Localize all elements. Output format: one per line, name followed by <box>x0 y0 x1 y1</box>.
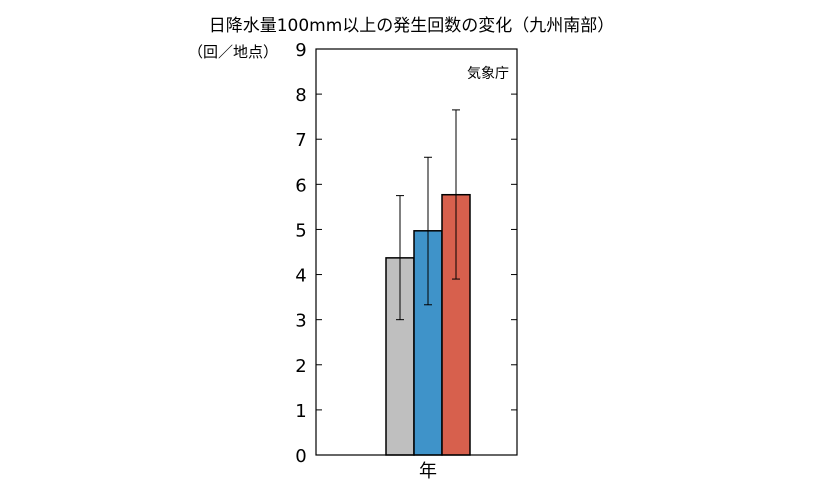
y-axis-unit-label: （回／地点） <box>188 43 279 61</box>
x-category-label: 年 <box>419 461 437 482</box>
y-tick-label: 2 <box>295 356 306 377</box>
y-tick-label: 1 <box>295 401 306 422</box>
y-tick-label: 7 <box>295 130 306 151</box>
chart-title: 日降水量100mm以上の発生回数の変化（九州南部） <box>208 16 615 36</box>
credit-label: 気象庁 <box>467 66 509 82</box>
y-tick-label: 3 <box>295 311 306 332</box>
y-tick-label: 5 <box>295 220 306 241</box>
y-tick-label: 8 <box>295 85 306 106</box>
error-bars <box>396 109 460 321</box>
y-tick-label: 0 <box>295 446 306 467</box>
y-tick-label: 9 <box>295 40 306 61</box>
axis-labels: 0 1 2 3 4 5 6 7 8 9 年 <box>295 40 437 482</box>
y-tick-label: 4 <box>295 266 306 287</box>
y-tick-label: 6 <box>295 175 306 196</box>
plot-frame <box>315 48 518 456</box>
